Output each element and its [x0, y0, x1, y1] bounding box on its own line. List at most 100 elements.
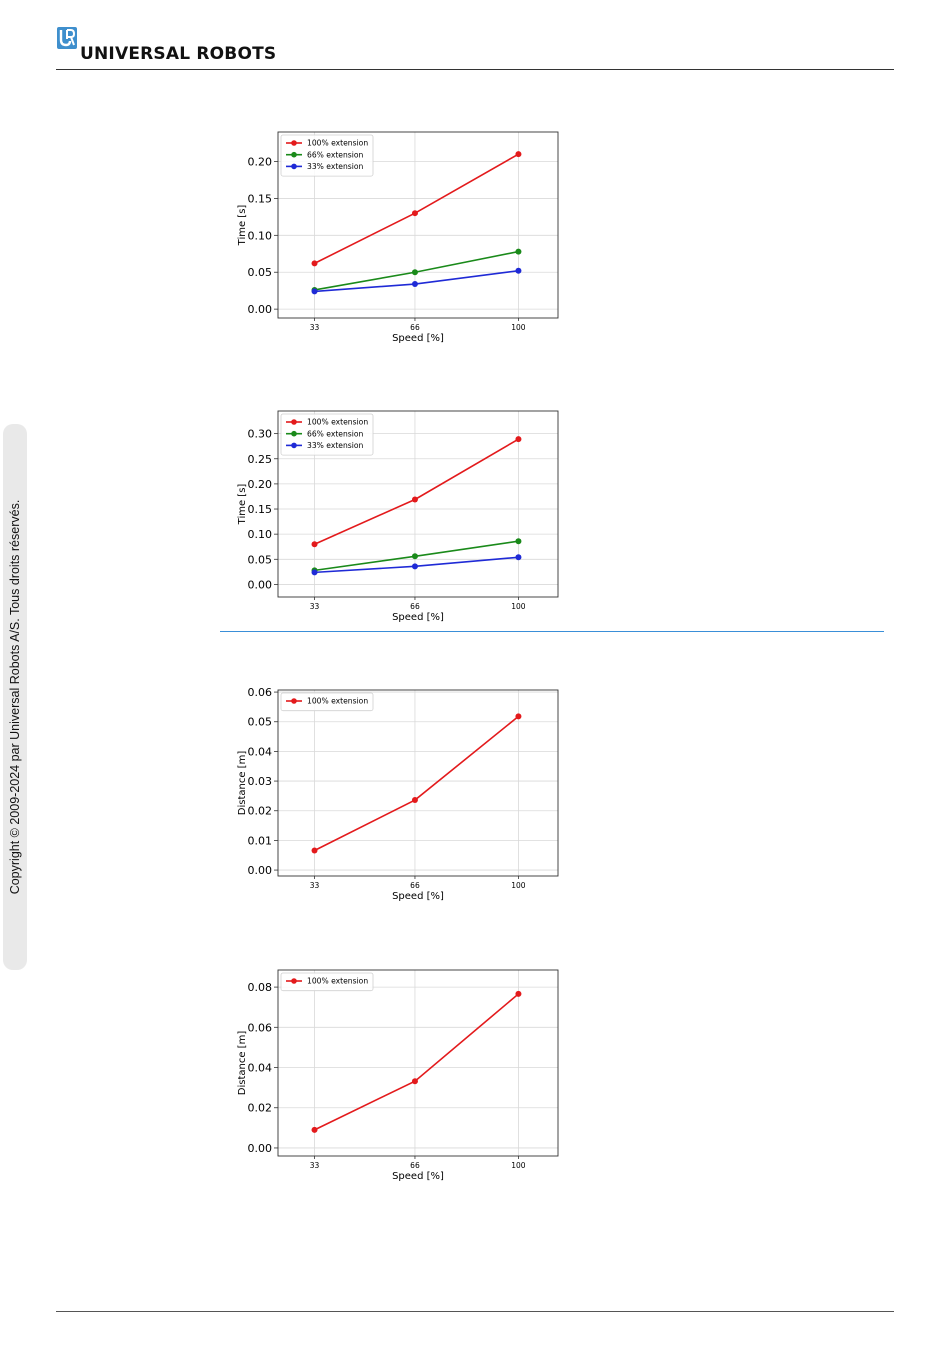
x-tick-label: 100	[511, 1161, 526, 1170]
section-divider	[220, 631, 884, 632]
data-point	[311, 541, 318, 548]
y-axis-label: Distance [m]	[237, 1031, 248, 1096]
data-point	[411, 210, 418, 217]
y-axis-label: Time [s]	[237, 484, 248, 526]
y-tick-label: 0.10	[248, 229, 273, 242]
copyright-tab	[3, 424, 27, 970]
y-tick-label: 0.05	[248, 266, 273, 279]
x-axis-label: Speed [%]	[392, 1171, 444, 1182]
legend-label: 66% extension	[307, 150, 363, 159]
data-point	[311, 569, 318, 576]
legend-box	[280, 134, 374, 177]
legend-label: 100% extension	[307, 139, 368, 148]
x-tick-label: 33	[310, 323, 320, 332]
y-axis-label: Distance [m]	[237, 751, 248, 816]
axes-frame	[277, 969, 559, 1157]
ur-logo-icon	[57, 27, 77, 49]
y-tick-label: 0.15	[248, 503, 273, 516]
y-tick-label: 0.00	[248, 1142, 273, 1155]
data-point	[311, 847, 318, 854]
chart-distance-1: 0.00 0.01 0.02 0.03 0.04 0.05 0.06 33 66 100 Speed…	[220, 678, 580, 908]
axes-frame	[277, 689, 559, 877]
y-tick-label: 0.15	[248, 192, 273, 205]
y-tick-label: 0.04	[248, 1062, 273, 1075]
y-tick-label: 0.00	[248, 303, 273, 316]
series-line-0	[314, 715, 519, 852]
x-tick-label: 100	[511, 602, 526, 611]
x-tick-label: 66	[410, 881, 420, 890]
data-point	[411, 269, 418, 276]
y-tick-label: 0.20	[248, 156, 273, 169]
legend-swatch-marker	[291, 140, 297, 146]
legend-swatch-marker	[291, 419, 297, 425]
data-point	[515, 267, 522, 274]
legend-label: 100% extension	[307, 418, 368, 427]
x-tick-label: 33	[310, 881, 320, 890]
y-axis-label: Time [s]	[237, 205, 248, 247]
y-tick-label: 0.06	[248, 686, 273, 699]
data-point	[311, 288, 318, 295]
legend-swatch-marker	[291, 978, 297, 984]
axes-frame	[277, 410, 559, 598]
y-tick-label: 0.08	[248, 981, 273, 994]
x-tick-label: 33	[310, 602, 320, 611]
y-tick-label: 0.02	[248, 805, 273, 818]
legend-label: 100% extension	[307, 977, 368, 986]
y-tick-label: 0.05	[248, 553, 273, 566]
data-point	[411, 797, 418, 804]
data-point	[411, 1078, 418, 1085]
chart-time-1: 0.00 0.05 0.10 0.15 0.20 33 66 100 Speed [%] Time…	[220, 120, 580, 350]
y-tick-label: 0.30	[248, 428, 273, 441]
legend-swatch-marker	[291, 442, 297, 449]
data-point	[411, 496, 418, 503]
y-tick-label: 0.02	[248, 1102, 273, 1115]
legend-swatch-marker	[291, 698, 297, 704]
y-tick-label: 0.05	[248, 716, 273, 729]
legend-label: 100% extension	[307, 697, 368, 706]
x-tick-label: 100	[511, 881, 526, 890]
legend-box	[280, 413, 374, 456]
legend-label: 33% extension	[307, 441, 363, 450]
footer-rule	[56, 1311, 894, 1312]
x-axis-label: Speed [%]	[392, 891, 444, 902]
legend-swatch-marker	[291, 430, 297, 437]
chart-time-2: 0.00 0.05 0.10 0.15 0.20 0.25 0.30 33 66 100 Speed…	[220, 399, 580, 629]
data-point	[515, 990, 522, 997]
data-point	[515, 248, 522, 255]
data-point	[311, 1126, 318, 1133]
y-tick-label: 0.04	[248, 745, 273, 758]
brand-name: UNIVERSAL ROBOTS	[80, 44, 277, 64]
x-tick-label: 66	[410, 1161, 420, 1170]
x-tick-label: 66	[410, 602, 420, 611]
legend-box	[280, 972, 374, 992]
data-point	[411, 281, 418, 288]
legend-label: 66% extension	[307, 429, 363, 438]
legend-label: 33% extension	[307, 162, 363, 171]
data-point	[515, 436, 522, 443]
data-point	[515, 713, 522, 720]
y-tick-label: 0.00	[248, 578, 273, 591]
y-tick-label: 0.25	[248, 453, 273, 466]
data-point	[411, 563, 418, 570]
y-tick-label: 0.03	[248, 775, 273, 788]
data-point	[411, 553, 418, 560]
y-tick-label: 0.20	[248, 478, 273, 491]
x-tick-label: 33	[310, 1161, 320, 1170]
header-rule	[56, 69, 894, 70]
x-tick-label: 66	[410, 323, 420, 332]
x-tick-label: 100	[511, 323, 526, 332]
legend-swatch-marker	[291, 163, 297, 170]
x-axis-label: Speed [%]	[392, 333, 444, 344]
y-tick-label: 0.06	[248, 1021, 273, 1034]
chart-distance-2: 0.00 0.02 0.04 0.06 0.08 33 66 100 Speed [%] Dist…	[220, 958, 580, 1188]
data-point	[515, 554, 522, 561]
copyright-text: Copyright © 2009-2024 par Universal Robo…	[8, 499, 22, 895]
y-tick-label: 0.01	[248, 834, 273, 847]
series-line-0	[314, 993, 519, 1131]
data-point	[311, 260, 318, 267]
y-tick-label: 0.00	[248, 864, 273, 877]
data-point	[515, 538, 522, 545]
legend-swatch-marker	[291, 151, 297, 158]
axes-frame	[277, 131, 559, 319]
data-point	[515, 151, 522, 158]
